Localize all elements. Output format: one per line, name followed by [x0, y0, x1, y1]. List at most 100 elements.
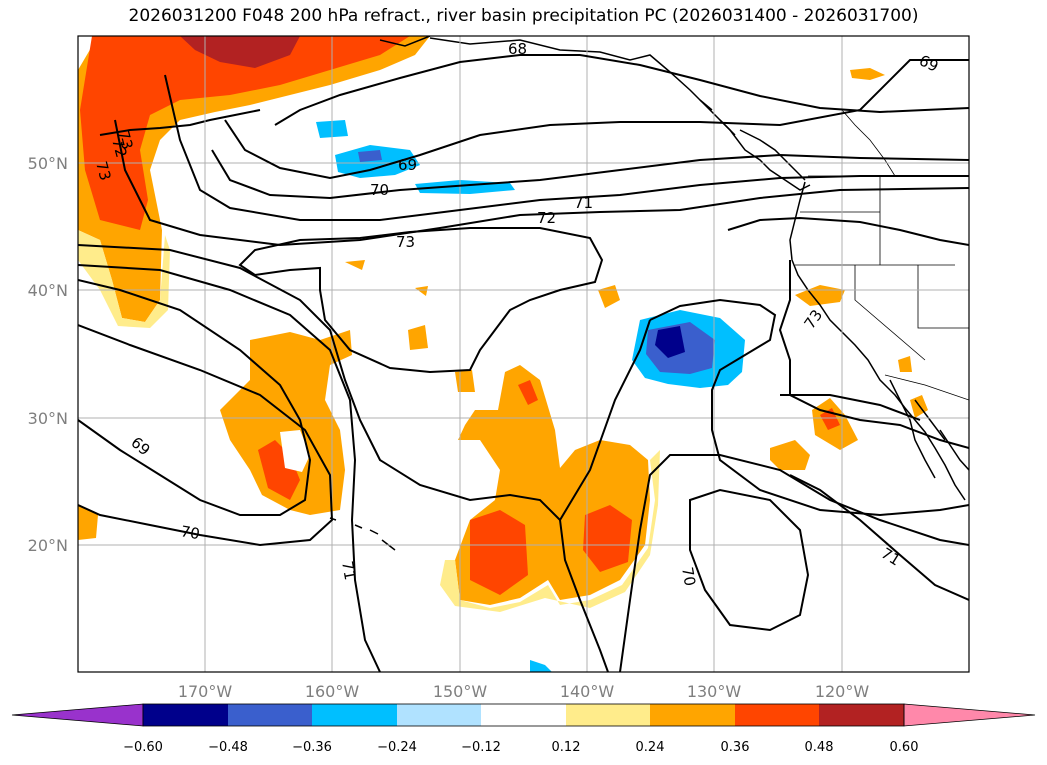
precip-region-subtropic-west-hole — [280, 430, 310, 472]
precip-region-east-7 — [408, 325, 428, 350]
lat-label-50: 50°N — [28, 154, 68, 173]
precip-region-east-1 — [770, 440, 810, 470]
lon-label-160w: 160°W — [305, 682, 360, 701]
contour-70-north — [211, 149, 969, 200]
lon-label-170w: 170°W — [178, 682, 233, 701]
precip-region-east-6 — [598, 285, 620, 308]
precip-region-aleutian-core — [80, 36, 410, 230]
contour-label: 73 — [396, 233, 415, 251]
lon-axis-labels: 170°W 160°W 150°W 140°W 130°W 120°W — [178, 682, 870, 701]
contour-label: 70 — [678, 566, 699, 588]
contour-label: 73 — [92, 159, 114, 182]
contour-71-southeast — [789, 474, 969, 601]
contour-73-east-south — [780, 394, 921, 421]
colorbar-segment — [312, 704, 397, 726]
contour-69-north — [224, 59, 969, 180]
lon-label-140w: 140°W — [560, 682, 615, 701]
contour-label: 72 — [108, 136, 130, 159]
contour-label: 72 — [537, 209, 556, 227]
precip-region-aleutian-light — [78, 230, 170, 328]
lon-label-120w: 120°W — [815, 682, 870, 701]
precip-region-subtropic-west — [220, 330, 352, 515]
coastline-hawaii — [329, 517, 396, 551]
precip-region-east-9 — [345, 260, 365, 270]
lon-label-130w: 130°W — [687, 682, 742, 701]
colorbar-tick-label: 0.48 — [805, 740, 834, 755]
contour-73-north — [238, 227, 604, 374]
border-nv-az — [917, 265, 969, 329]
coastline-west-coast — [789, 181, 966, 501]
colorbar-segment — [397, 704, 481, 726]
contour-label: 70 — [179, 522, 201, 543]
contour-label: 68 — [508, 40, 527, 58]
contour-70-east — [619, 454, 969, 672]
contour-71-east — [727, 216, 969, 449]
precip-region-aleutian — [78, 36, 430, 322]
refractivity-contours — [78, 54, 969, 672]
lat-axis-labels: 20°N 30°N 40°N 50°N — [28, 154, 68, 555]
precip-region-east-11 — [898, 356, 912, 372]
colorbar-tick-label: −0.36 — [292, 740, 332, 755]
colorbar-tick-label: −0.60 — [123, 740, 163, 755]
map-title: 2026031200 F048 200 hPa refract., river … — [128, 6, 919, 26]
precip-region-aleutian-max — [180, 36, 300, 68]
precip-region-negative-south — [530, 660, 552, 672]
contour-69-west — [78, 279, 312, 516]
precip-region-central-core-2 — [583, 505, 632, 572]
colorbar-segment — [228, 704, 312, 726]
coastline-mexico — [939, 429, 969, 471]
contour-70-west — [78, 324, 334, 547]
contour-72-mid — [78, 244, 651, 522]
precip-region-small-west — [78, 505, 98, 540]
colorbar-segment — [735, 704, 819, 726]
precip-region-east-10 — [415, 286, 428, 296]
colorbar-segment — [143, 704, 228, 726]
colorbar-segment — [650, 704, 735, 726]
precip-region-negative-east-core — [655, 326, 685, 358]
lat-label-40: 40°N — [28, 281, 68, 300]
colorbar: −0.60 −0.48 −0.36 −0.24 −0.12 0.12 0.24 … — [11, 703, 1036, 755]
colorbar-tick-label: 0.36 — [721, 740, 750, 755]
coastline-alaska — [379, 36, 811, 191]
lat-label-20: 20°N — [28, 536, 68, 555]
colorbar-extend-low — [11, 703, 144, 727]
contour-72-east — [559, 519, 609, 672]
colorbar-tick-label: −0.48 — [208, 740, 248, 755]
colorbar-tick-label: 0.60 — [890, 740, 919, 755]
precip-region-negative-north-1 — [335, 145, 420, 178]
coastlines — [99, 36, 969, 551]
precip-region-east-4 — [850, 68, 885, 80]
precip-region-central-core-1 — [470, 510, 528, 595]
precip-region-east-2-core — [820, 408, 840, 430]
contour-70-loop — [689, 488, 810, 632]
colorbar-tick-label: 0.12 — [552, 740, 581, 755]
coastline-gulf-of-california — [914, 399, 946, 441]
colorbar-segment — [819, 704, 904, 726]
contour-68 — [274, 54, 969, 126]
map-area: 68 69 69 70 71 72 73 73 69 70 71 70 71 7… — [78, 36, 969, 672]
colorbar-segment — [566, 704, 650, 726]
coastline-aleutian-chain — [99, 109, 261, 136]
precip-region-central-core-3 — [518, 380, 538, 405]
contour-label: 70 — [370, 181, 389, 199]
contour-label: 69 — [398, 156, 417, 174]
border-ca-nv — [854, 265, 926, 361]
lat-label-30: 30°N — [28, 409, 68, 428]
lon-label-150w: 150°W — [433, 682, 488, 701]
contour-72-north — [114, 119, 969, 247]
contour-71-north — [164, 74, 969, 221]
precip-region-east-8 — [455, 370, 475, 392]
colorbar-segment — [481, 704, 566, 726]
colorbar-tick-label: −0.24 — [377, 740, 417, 755]
map-frame — [77, 35, 970, 673]
colorbar-extend-high — [903, 703, 1036, 727]
precip-region-negative-north-1-core — [358, 150, 382, 162]
contour-label: 71 — [338, 560, 359, 582]
colorbar-tick-label: 0.24 — [636, 740, 665, 755]
contour-label: 71 — [574, 194, 593, 212]
contour-71-mid — [78, 264, 381, 672]
colorbar-frame — [142, 703, 905, 727]
contour-label: 73 — [114, 128, 136, 151]
border-us-mexico — [884, 374, 969, 401]
